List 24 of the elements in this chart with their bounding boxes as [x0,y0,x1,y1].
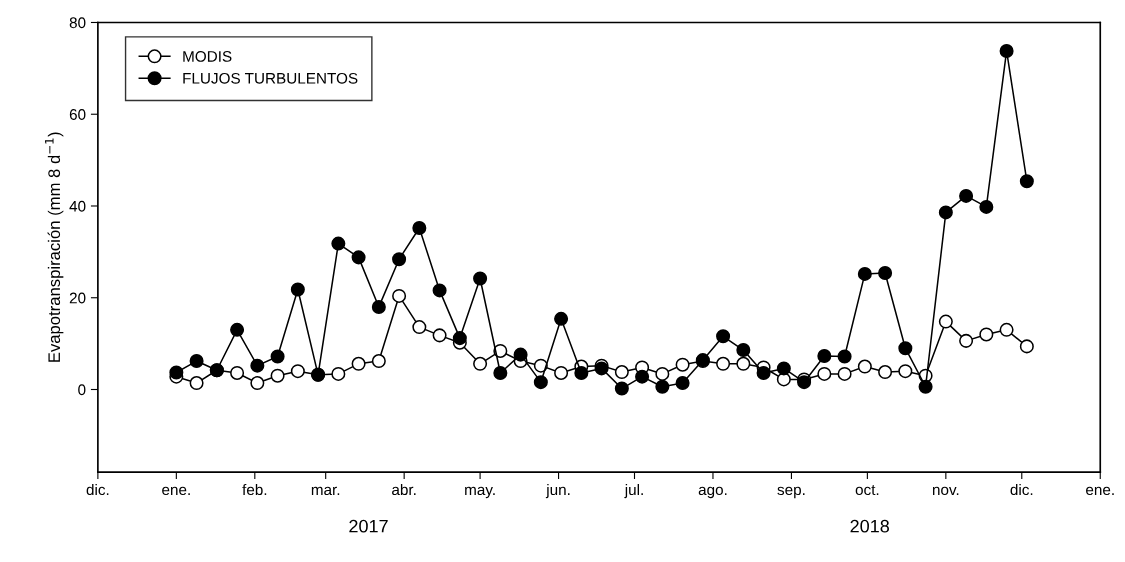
x-tick-label: oct. [855,485,879,496]
legend-label: FLUJOS TURBULENTOS [183,72,358,84]
x-tick-label: jun. [545,483,570,499]
text: 2017 [349,519,388,533]
x-tick-label: ene. [1086,486,1114,496]
x-tick-label: dic. [86,483,109,496]
legend-label: MODIS [183,51,232,62]
x-tick-label: mar. [311,486,340,496]
x-tick-label: feb. [242,483,267,496]
x-tick-label: ago. [698,486,727,499]
x-tick-label: nov. [932,486,959,496]
y-tick-label: 0 [78,384,86,396]
x-tick-label: dic. [1010,483,1033,496]
y-tick-label: 80 [69,17,86,29]
x-tick-label: may. [465,486,495,499]
text: 2018 [850,519,889,533]
x-tick-label: sep. [777,486,805,499]
y-tick-label: 20 [69,292,86,304]
x-tick-label: abr. [392,483,416,496]
y-tick-label: 40 [69,200,86,212]
x-tick-label: ene. [162,486,190,496]
y-axis-title: Evapotranspiración (mm 8 d$^{−1}$) [45,132,64,362]
x-tick-label: jul. [624,483,643,499]
y-tick-label: 60 [69,109,86,120]
